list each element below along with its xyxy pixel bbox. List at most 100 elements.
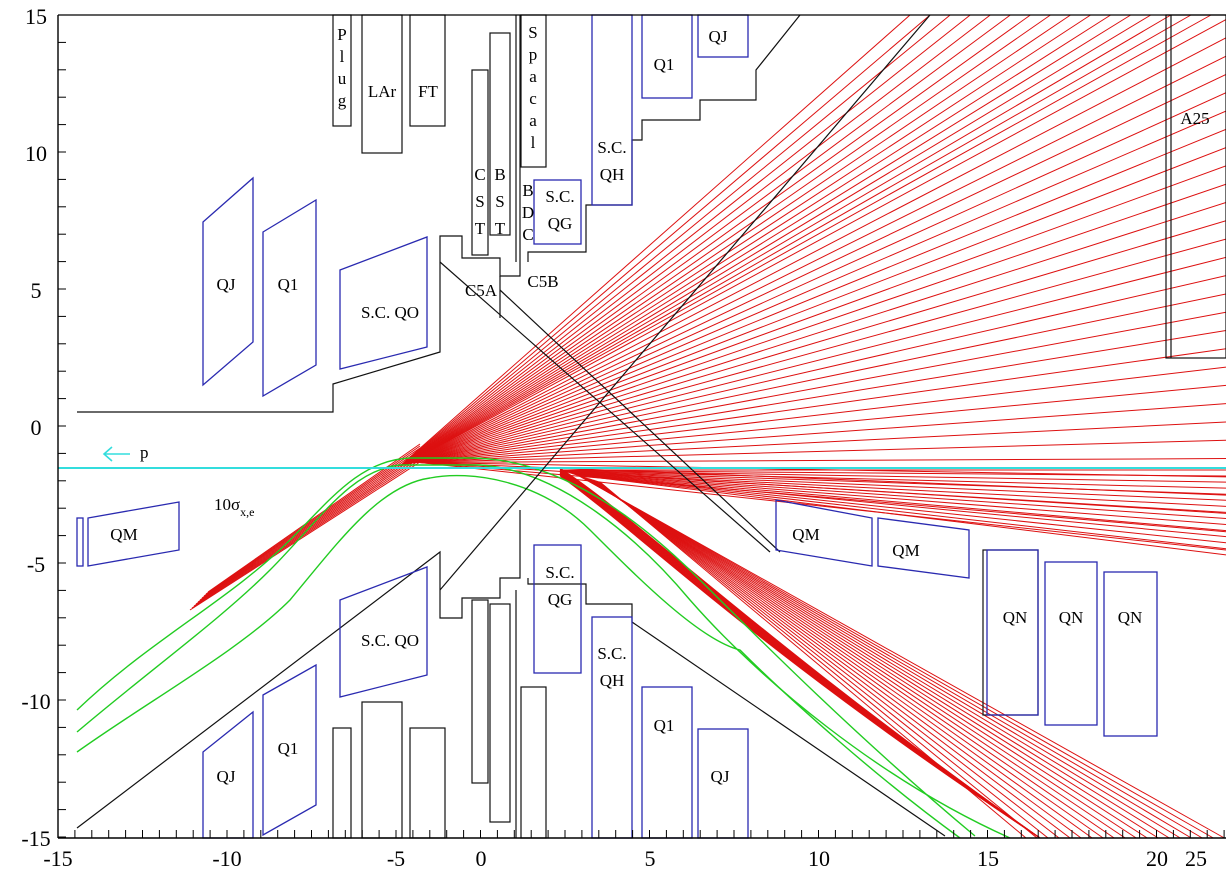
fan-ray xyxy=(407,128,1226,465)
sc-qg-bottom-label-1: S.C. xyxy=(545,563,574,582)
q1-bottom-right-magnet xyxy=(641,686,693,839)
y-tick-label: -10 xyxy=(21,689,50,714)
ft-label: FT xyxy=(418,82,438,101)
q1-top-right-label: Q1 xyxy=(654,55,675,74)
lar-label: LAr xyxy=(368,82,397,101)
magnets xyxy=(76,14,1158,839)
x-tick-label: -10 xyxy=(212,846,241,871)
sigma-sub: x,e xyxy=(240,505,254,519)
y-tick-label: 5 xyxy=(31,278,42,303)
fan-ray xyxy=(587,477,1137,839)
fan-ray xyxy=(597,480,1049,839)
fan-ray xyxy=(400,14,931,467)
fan-ray xyxy=(409,238,1226,464)
spacal-label-6: l xyxy=(531,133,536,152)
x-tick-label: 20 xyxy=(1146,846,1168,871)
fan-ray xyxy=(588,478,1126,839)
a25-label: A25 xyxy=(1180,109,1209,128)
component-labels: P l u g LAr FT C S T B S T S p a c a l B… xyxy=(110,23,1209,786)
fan-ray xyxy=(412,403,1226,464)
fan-ray xyxy=(412,439,1226,464)
fan-ray xyxy=(561,469,1226,477)
fan-ray xyxy=(591,479,1104,839)
spacal-block-bottom xyxy=(520,686,547,839)
fan-ray xyxy=(402,14,1051,466)
fan-ray xyxy=(408,220,1226,465)
bst-label-2: S xyxy=(495,192,504,211)
fan-ray xyxy=(568,472,1226,513)
fan-ray xyxy=(574,473,1226,544)
q1-bottom-left-magnet xyxy=(262,663,317,837)
fan-ray xyxy=(592,479,1093,839)
qn1-magnet xyxy=(986,549,1039,716)
fan-ray xyxy=(401,14,991,467)
cst-block-bottom xyxy=(471,599,489,784)
sc-qo-top-magnet xyxy=(339,236,428,370)
x-tick-label: 5 xyxy=(645,846,656,871)
fan-ray xyxy=(411,348,1226,464)
sc-qh-bottom-label-2: QH xyxy=(600,671,625,690)
sc-qo-top-label: S.C. QO xyxy=(361,303,419,322)
fan-ray xyxy=(406,73,1226,465)
qn3-magnet xyxy=(1103,571,1158,737)
x-tick-label: -15 xyxy=(43,846,72,871)
fan-ray xyxy=(189,461,421,611)
fan-ray xyxy=(582,476,1181,839)
qn2-label: QN xyxy=(1059,608,1084,627)
fan-ray xyxy=(580,475,1203,839)
ft-block xyxy=(409,14,446,127)
qm-right2-magnet xyxy=(877,517,970,579)
fan-ray xyxy=(399,14,911,467)
fan-ray xyxy=(596,480,1060,839)
fan-ray xyxy=(201,449,421,599)
y-tick-label: 0 xyxy=(31,415,42,440)
sc-qh-top-label-1: S.C. xyxy=(597,138,626,157)
fan-ray xyxy=(403,14,1152,466)
fan-ray xyxy=(203,447,421,597)
qj-left-magnet xyxy=(202,176,254,387)
plug-block-bottom xyxy=(332,727,352,839)
fan-ray xyxy=(590,478,1115,839)
plug-label-4: g xyxy=(338,91,347,110)
spacal-label-5: a xyxy=(529,111,537,130)
fan-ray xyxy=(400,14,951,467)
fan-ray xyxy=(401,14,1011,466)
fan-ray xyxy=(401,14,1031,466)
fan-ray xyxy=(193,457,421,607)
spacal-label-2: p xyxy=(529,45,538,64)
fan-ray xyxy=(567,471,1226,507)
diagonal-rising-line xyxy=(439,14,931,591)
y-tick-label: 10 xyxy=(25,141,47,166)
bottom-beampipe-outline xyxy=(76,510,521,829)
cst-label-2: S xyxy=(475,192,484,211)
axes: -15 -10 -5 0 5 10 15 20 25 15 10 5 0 -5 … xyxy=(21,4,1226,871)
qm-right1-label: QM xyxy=(792,525,819,544)
plug-label-2: l xyxy=(340,47,345,66)
q1-left-label: Q1 xyxy=(278,275,299,294)
envelope-inner-upper xyxy=(76,464,1011,839)
qj-bottom-left-label: QJ xyxy=(217,767,236,786)
sc-qo-bottom-label: S.C. QO xyxy=(361,631,419,650)
bst-block-bottom xyxy=(489,603,511,823)
fan-ray xyxy=(564,470,1226,495)
x-tick-label: 10 xyxy=(808,846,830,871)
qm-right2-label: QM xyxy=(892,541,919,560)
sc-qh-bottom-label-1: S.C. xyxy=(597,644,626,663)
fan-ray xyxy=(598,481,1038,839)
x-tick-label-last: 25 xyxy=(1185,846,1207,871)
fan-ray xyxy=(400,14,971,467)
spacal-label-1: S xyxy=(528,23,537,42)
bst-block-top xyxy=(489,32,511,236)
bdc-label-2: D xyxy=(522,203,534,222)
fan-ray xyxy=(563,470,1226,489)
fan-ray xyxy=(405,37,1226,465)
envelope-lower xyxy=(76,474,961,839)
qj-left-label: QJ xyxy=(217,275,236,294)
a25-block xyxy=(1165,14,1226,359)
fan-ray xyxy=(406,110,1226,465)
fan-ray xyxy=(594,480,1071,839)
fan-ray xyxy=(579,475,1214,839)
fan-ray xyxy=(410,293,1226,464)
bdc-label-3: C xyxy=(522,225,533,244)
c5b-label: C5B xyxy=(527,272,558,291)
